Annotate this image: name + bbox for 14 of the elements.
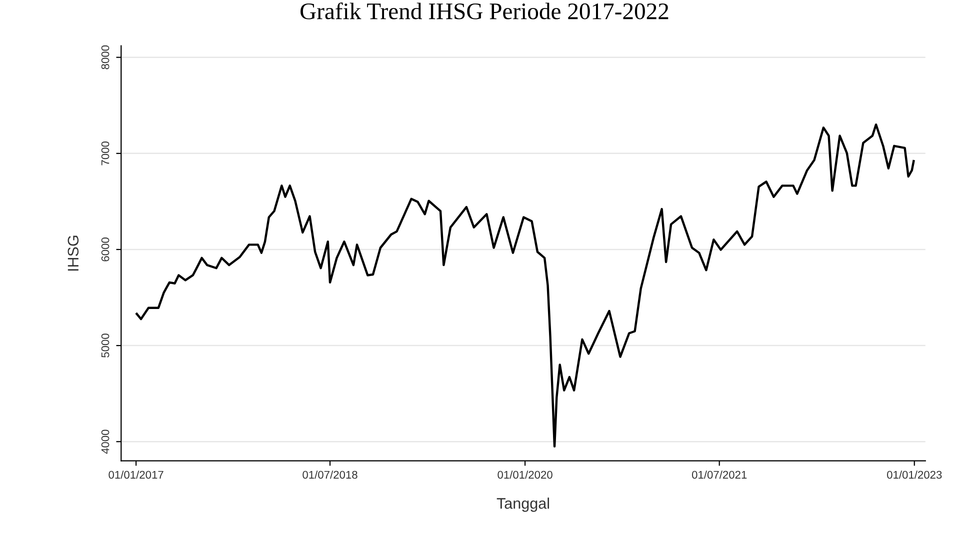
x-axis-title: Tanggal xyxy=(496,498,549,512)
x-tick-label: 01/07/2021 xyxy=(692,470,747,479)
x-tick-label: 01/01/2023 xyxy=(887,470,942,479)
y-tick-label: 6000 xyxy=(101,238,110,262)
x-tick-label: 01/01/2017 xyxy=(108,470,164,479)
chart-title: Grafik Trend IHSG Periode 2017-2022 xyxy=(300,2,668,20)
y-tick-label: 8000 xyxy=(101,45,110,70)
y-tick-label: 7000 xyxy=(101,141,110,166)
y-tick-label: 5000 xyxy=(101,334,110,358)
y-tick-label: 4000 xyxy=(101,430,110,454)
y-axis-title: IHSG xyxy=(68,236,79,271)
line-series xyxy=(136,123,915,448)
x-tick-label: 01/07/2018 xyxy=(302,470,358,479)
x-tick-label: 01/01/2020 xyxy=(498,470,552,479)
